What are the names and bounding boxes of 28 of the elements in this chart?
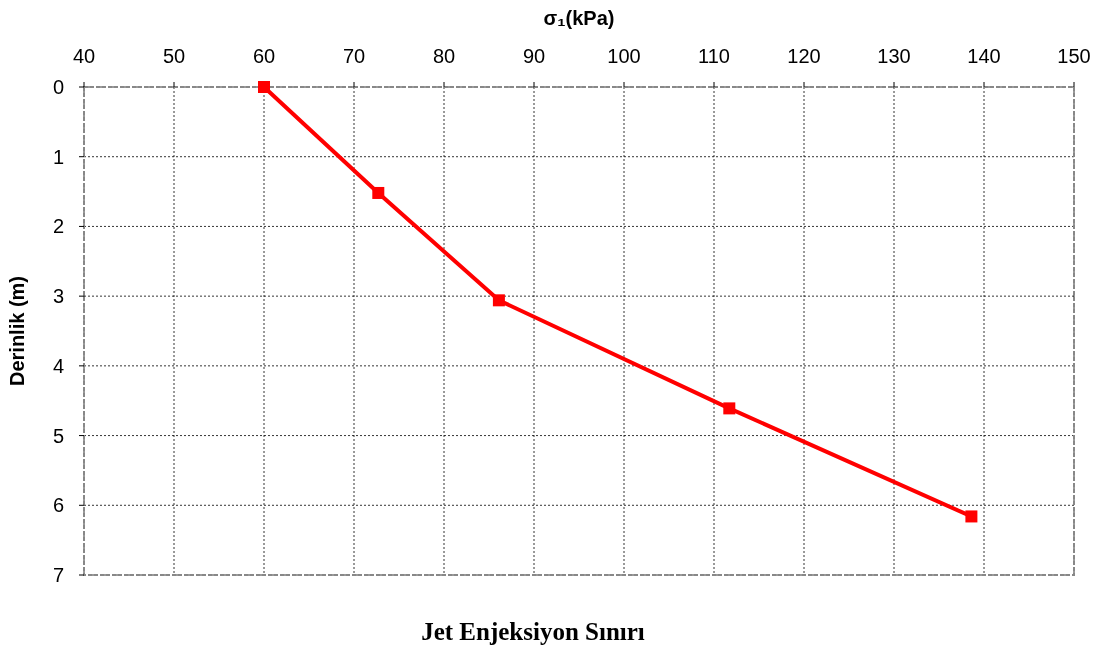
- x-tick-label: 110: [698, 45, 730, 67]
- x-tick-label: 50: [162, 45, 186, 67]
- y-tick-label: 2: [52, 215, 64, 238]
- x-tick-label: 120: [787, 45, 821, 67]
- y-tick-label: 6: [52, 494, 64, 517]
- y-axis-title: Derinlik (m): [6, 275, 28, 387]
- text: Jet Enjeksiyon Sınırı: [421, 618, 645, 645]
- y-tick-label: 1: [52, 145, 64, 168]
- point: [723, 402, 736, 415]
- x-tick-label: 100: [607, 45, 641, 67]
- x-tick-label: 90: [522, 45, 546, 67]
- x-tick-label: 80: [432, 45, 456, 67]
- x-tick-label: 130: [877, 45, 911, 67]
- y-tick-label: 3: [52, 285, 64, 308]
- x-axis-title: σ₁(kPa): [543, 7, 615, 29]
- x-tick-label: 60: [252, 45, 276, 67]
- point: [372, 186, 385, 199]
- point: [492, 294, 505, 307]
- y-tick-label: 7: [52, 564, 64, 586]
- x-tick-label: 40: [72, 45, 96, 67]
- x-tick-label: 140: [967, 45, 1001, 67]
- x-tick-label: 70: [342, 45, 366, 67]
- x-tick-label: 150: [1057, 45, 1091, 67]
- y-tick-label: 4: [52, 354, 64, 377]
- y-tick-label: 5: [52, 424, 64, 447]
- point: [965, 510, 978, 523]
- point: [258, 81, 270, 93]
- y-tick-label: 0: [52, 76, 64, 98]
